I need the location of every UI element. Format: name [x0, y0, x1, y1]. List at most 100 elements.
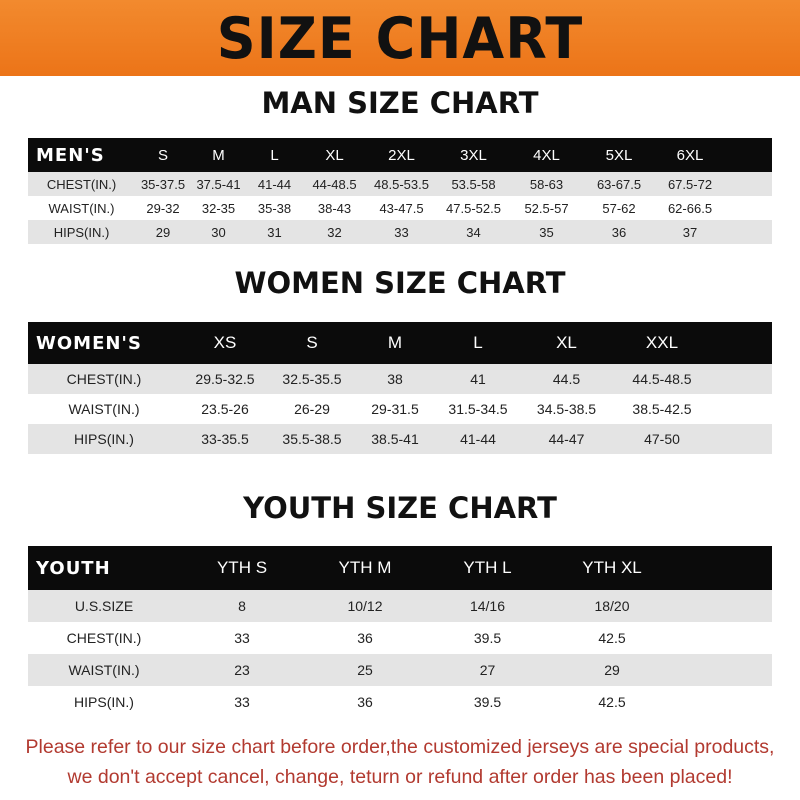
table-cell: 39.5 [473, 694, 502, 710]
table-cell: 4XL [533, 146, 560, 164]
table-cell: 62-66.5 [667, 200, 713, 216]
row-label: WAIST(IN.) [48, 200, 115, 216]
table-cell: 63-67.5 [596, 176, 642, 192]
table-cell: 39.5 [473, 630, 502, 646]
row-label: CHEST(IN.) [66, 371, 142, 387]
table-cell: 38-43 [317, 200, 352, 216]
table-cell: 35-37.5 [140, 176, 186, 192]
order-notice: Please refer to our size chart before or… [0, 732, 800, 792]
table-cell: 32 [327, 224, 342, 240]
table-cell: 67.5-72 [667, 176, 713, 192]
table-cell: 31 [267, 224, 282, 240]
table-cell: S [157, 146, 168, 164]
table-cell: 47.5-52.5 [446, 200, 501, 216]
table-cell: XXL [645, 333, 679, 352]
row-label: YOUTH [36, 557, 111, 579]
row-label: CHEST(IN.) [66, 630, 142, 646]
men-size-table: MEN'S S M L XL 2XL 3XL 4XL 5XL 6XL CHEST(IN.) 35-37… [28, 138, 772, 244]
table-cell: 42.5 [598, 694, 626, 710]
table-cell: 43-47.5 [379, 200, 424, 216]
table-cell: 41 [470, 371, 486, 387]
table-cell: 53.5-58 [451, 176, 496, 192]
table-cell: 29.5-32.5 [195, 371, 255, 387]
table-cell: 44-48.5 [312, 176, 357, 192]
table-row: HIPS(IN.) 29 30 31 32 33 34 35 36 37 [28, 220, 772, 244]
table-header-row: YOUTH YTH S YTH M YTH L YTH XL [28, 546, 772, 590]
table-cell: 36 [611, 224, 627, 240]
table-cell: 38.5-41 [371, 431, 419, 447]
table-cell: 36 [357, 694, 373, 710]
table-cell: 32-35 [201, 200, 236, 216]
table-cell: 38.5-42.5 [632, 401, 692, 417]
table-cell: 35 [539, 224, 554, 240]
table-cell: XL [325, 146, 344, 164]
table-cell: 44.5 [552, 371, 581, 387]
table-cell: 44.5-48.5 [632, 371, 692, 387]
table-cell: 8 [238, 598, 246, 614]
table-cell: 31.5-34.5 [448, 401, 508, 417]
table-cell: 35.5-38.5 [282, 431, 342, 447]
table-cell: 52.5-57 [524, 200, 569, 216]
table-cell: 23 [234, 662, 250, 678]
table-cell: 44-47 [548, 431, 585, 447]
table-cell: 23.5-26 [201, 401, 249, 417]
row-label: HIPS(IN.) [74, 694, 134, 710]
table-cell: 36 [357, 630, 373, 646]
table-row: CHEST(IN.) 35-37.5 37.5-41 41-44 44-48.5 48.5… [28, 172, 772, 196]
table-cell: M [212, 146, 225, 164]
table-cell: 14/16 [469, 598, 506, 614]
table-row: HIPS(IN.) 33 36 39.5 42.5 [28, 686, 772, 718]
table-cell: 18/20 [594, 598, 630, 614]
table-cell: 6XL [676, 146, 704, 164]
table-cell: 32.5-35.5 [282, 371, 342, 387]
table-row: CHEST(IN.) 29.5-32.5 32.5-35.5 38 41 44.5 44.5… [28, 364, 772, 394]
table-cell: 37 [682, 224, 698, 240]
table-cell: 33 [394, 224, 409, 240]
row-label: U.S.SIZE [74, 598, 134, 614]
table-cell: 29 [604, 662, 620, 678]
row-label: WAIST(IN.) [68, 662, 140, 678]
table-header-row: WOMEN'S XS S M L XL XXL [28, 322, 772, 364]
table-cell: 57-62 [602, 200, 636, 216]
row-label: HIPS(IN.) [53, 224, 110, 240]
table-cell: 34.5-38.5 [536, 401, 597, 417]
table-cell: 29-32 [146, 200, 180, 216]
table-cell: XL [556, 333, 577, 352]
table-cell: 34 [466, 224, 481, 240]
table-cell: 33 [234, 694, 250, 710]
table-cell: 25 [357, 662, 373, 678]
table-cell: XS [213, 333, 237, 352]
notice-line-1: Please refer to our size chart before or… [25, 736, 775, 758]
table-cell: 47-50 [644, 431, 680, 447]
row-label: CHEST(IN.) [46, 176, 117, 192]
table-header-row: MEN'S S M L XL 2XL 3XL 4XL 5XL 6XL [28, 138, 772, 172]
table-cell: 26-29 [294, 401, 330, 417]
youth-size-table: YOUTH YTH S YTH M YTH L YTH XL U.S.SIZE 8 10/12… [28, 546, 772, 718]
table-cell: 33 [234, 630, 250, 646]
page-title: SIZE CHART [216, 4, 584, 72]
table-cell: 35-38 [257, 200, 292, 216]
table-row: WAIST(IN.) 23 25 27 29 [28, 654, 772, 686]
table-cell: S [306, 333, 318, 352]
table-cell: 41-44 [257, 176, 292, 192]
table-cell: 29 [155, 224, 171, 240]
table-cell: 48.5-53.5 [374, 176, 429, 192]
table-cell: 30 [211, 224, 226, 240]
table-cell: L [473, 333, 483, 352]
table-row: U.S.SIZE 8 10/12 14/16 18/20 [28, 590, 772, 622]
table-row: HIPS(IN.) 33-35.5 35.5-38.5 38.5-41 41-44 44-… [28, 424, 772, 454]
row-label: WAIST(IN.) [68, 401, 140, 417]
table-cell: 42.5 [598, 630, 626, 646]
table-cell: 38 [387, 371, 403, 387]
table-cell: 5XL [605, 146, 633, 164]
size-chart-banner: SIZE CHART [0, 0, 800, 76]
table-cell: L [270, 146, 279, 164]
table-cell: 58-63 [529, 176, 564, 192]
women-section-title: WOMEN SIZE CHART [234, 266, 566, 300]
table-cell: 2XL [388, 146, 415, 164]
women-size-table: WOMEN'S XS S M L XL XXL CHEST(IN.) 29.5-32.5 32.5… [28, 322, 772, 454]
table-cell: 27 [479, 662, 496, 678]
notice-line-2: we don't accept cancel, change, teturn o… [67, 766, 733, 788]
row-label: MEN'S [36, 144, 105, 166]
table-cell: YTH L [463, 558, 512, 577]
